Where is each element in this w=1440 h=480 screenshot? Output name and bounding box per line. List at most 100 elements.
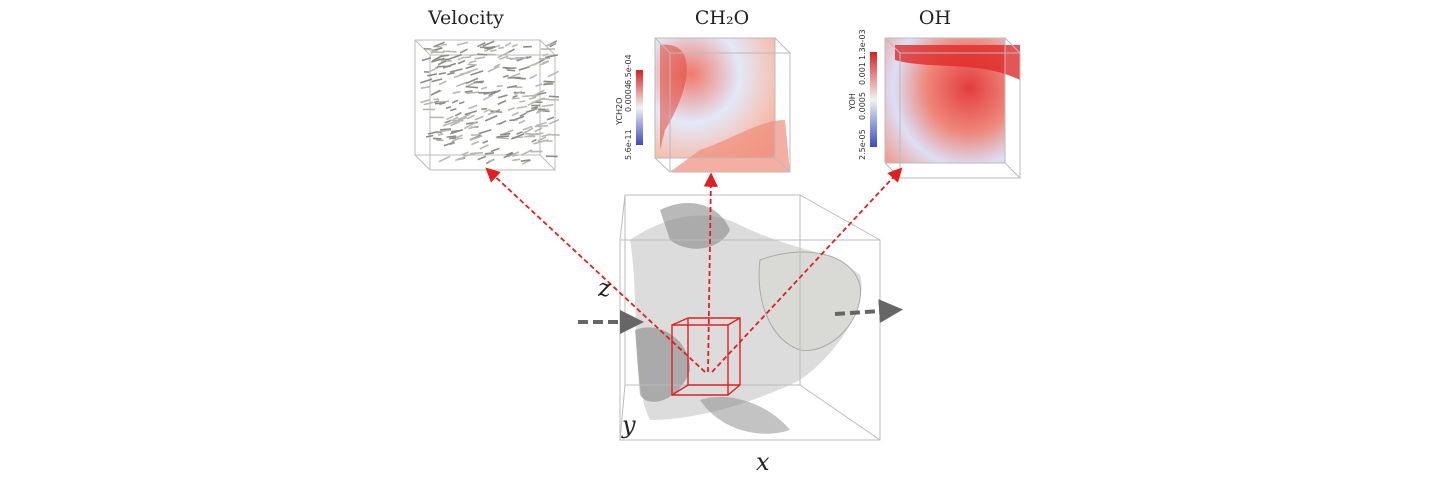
axis-label: x <box>756 448 770 476</box>
velocity-glyph <box>546 116 555 121</box>
velocity-glyph <box>522 94 535 98</box>
velocity-glyph <box>471 140 480 146</box>
velocity-glyph <box>455 81 468 88</box>
velocity-glyph <box>464 56 471 59</box>
velocity-glyph <box>421 56 432 62</box>
velocity-glyph <box>548 95 560 98</box>
axis-label: y <box>621 411 636 439</box>
velocity-glyph <box>478 128 492 135</box>
velocity-glyph <box>479 144 489 150</box>
velocity-glyph <box>487 159 494 163</box>
flow-arrow <box>834 299 903 324</box>
velocity-glyph <box>518 66 530 71</box>
velocity-glyph <box>502 66 510 69</box>
velocity-glyph <box>496 135 510 138</box>
velocity-glyph <box>497 46 505 50</box>
velocity-glyph <box>464 90 473 94</box>
velocity-glyph <box>469 135 483 142</box>
velocity-glyph <box>437 60 447 66</box>
velocity-glyph <box>446 115 454 121</box>
velocity-glyph <box>496 84 503 88</box>
velocity-glyph <box>484 152 495 155</box>
red-arrow <box>485 167 706 373</box>
velocity-glyph <box>449 137 457 140</box>
velocity-glyph <box>528 61 540 68</box>
colorbar-label: YCH2O <box>615 98 624 126</box>
velocity-glyph <box>509 118 518 122</box>
velocity-glyph <box>441 43 448 46</box>
velocity-glyph <box>480 86 488 90</box>
velocity-glyph <box>520 159 531 162</box>
velocity-glyph <box>547 70 560 78</box>
velocity-glyph <box>535 83 543 88</box>
velocity-glyph <box>454 111 462 117</box>
velocity-glyph <box>533 89 545 97</box>
velocity-glyph <box>420 86 430 89</box>
velocity-glyph <box>548 133 560 136</box>
velocity-glyph <box>482 140 489 144</box>
velocity-glyph <box>498 120 507 125</box>
velocity-glyph <box>440 54 449 58</box>
colorbar-tick: 0.0004 <box>624 84 633 112</box>
panel-title: OH <box>919 7 951 29</box>
velocity-glyph <box>541 103 554 108</box>
velocity-glyph <box>542 53 549 57</box>
velocity-glyph <box>446 135 457 138</box>
velocity-glyph <box>451 137 460 143</box>
velocity-glyph <box>534 127 543 133</box>
velocity-glyph <box>455 157 462 162</box>
velocity-glyph <box>525 55 532 60</box>
velocity-glyph <box>538 57 551 60</box>
velocity-glyph <box>529 74 538 80</box>
velocity-glyph <box>503 152 514 159</box>
velocity-glyph <box>481 107 488 111</box>
velocity-glyph <box>458 101 465 105</box>
velocity-glyph <box>474 56 486 60</box>
velocity-glyph <box>504 42 512 47</box>
velocity-glyph <box>463 152 477 158</box>
colorbar-tick: 1.3e-03 <box>858 29 867 60</box>
velocity-glyph <box>449 68 463 73</box>
velocity-glyph <box>434 101 445 105</box>
velocity-glyph <box>437 132 444 136</box>
velocity-glyph <box>430 89 441 96</box>
velocity-glyph <box>477 41 486 48</box>
oh-cube <box>870 37 1021 179</box>
velocity-glyph <box>535 121 548 127</box>
red-arrow <box>703 172 719 373</box>
velocity-glyph <box>499 55 509 61</box>
velocity-glyph <box>516 105 528 110</box>
velocity-glyph <box>497 94 508 99</box>
velocity-glyph <box>532 94 538 98</box>
velocity-glyph <box>487 65 500 73</box>
velocity-glyph <box>528 96 537 100</box>
velocity-glyph <box>428 67 439 73</box>
velocity-glyph <box>466 91 480 95</box>
velocity-glyph <box>453 72 467 79</box>
velocity-glyph <box>444 120 451 124</box>
velocity-glyph <box>544 54 559 59</box>
ch2o-cube <box>636 37 791 173</box>
velocity-glyph <box>474 80 485 84</box>
velocity-glyph <box>522 125 533 131</box>
velocity-glyph <box>497 51 510 59</box>
panel-title: Velocity <box>427 7 504 29</box>
velocity-glyph <box>453 116 459 121</box>
velocity-glyph <box>477 155 487 161</box>
velocity-glyph <box>512 94 518 99</box>
velocity-glyph <box>514 90 523 96</box>
velocity-glyph <box>488 89 501 97</box>
velocity-glyph <box>433 41 445 48</box>
velocity-glyph <box>518 119 526 125</box>
velocity-glyph <box>495 136 509 140</box>
velocity-glyph <box>519 100 526 103</box>
velocity-glyph <box>463 121 477 130</box>
velocity-glyph <box>467 63 477 66</box>
velocity-glyph <box>527 99 541 106</box>
velocity-glyph <box>437 129 452 133</box>
velocity-glyph <box>512 158 521 162</box>
velocity-glyph <box>505 151 513 157</box>
velocity-glyph <box>490 147 500 153</box>
velocity-glyph <box>482 94 494 101</box>
